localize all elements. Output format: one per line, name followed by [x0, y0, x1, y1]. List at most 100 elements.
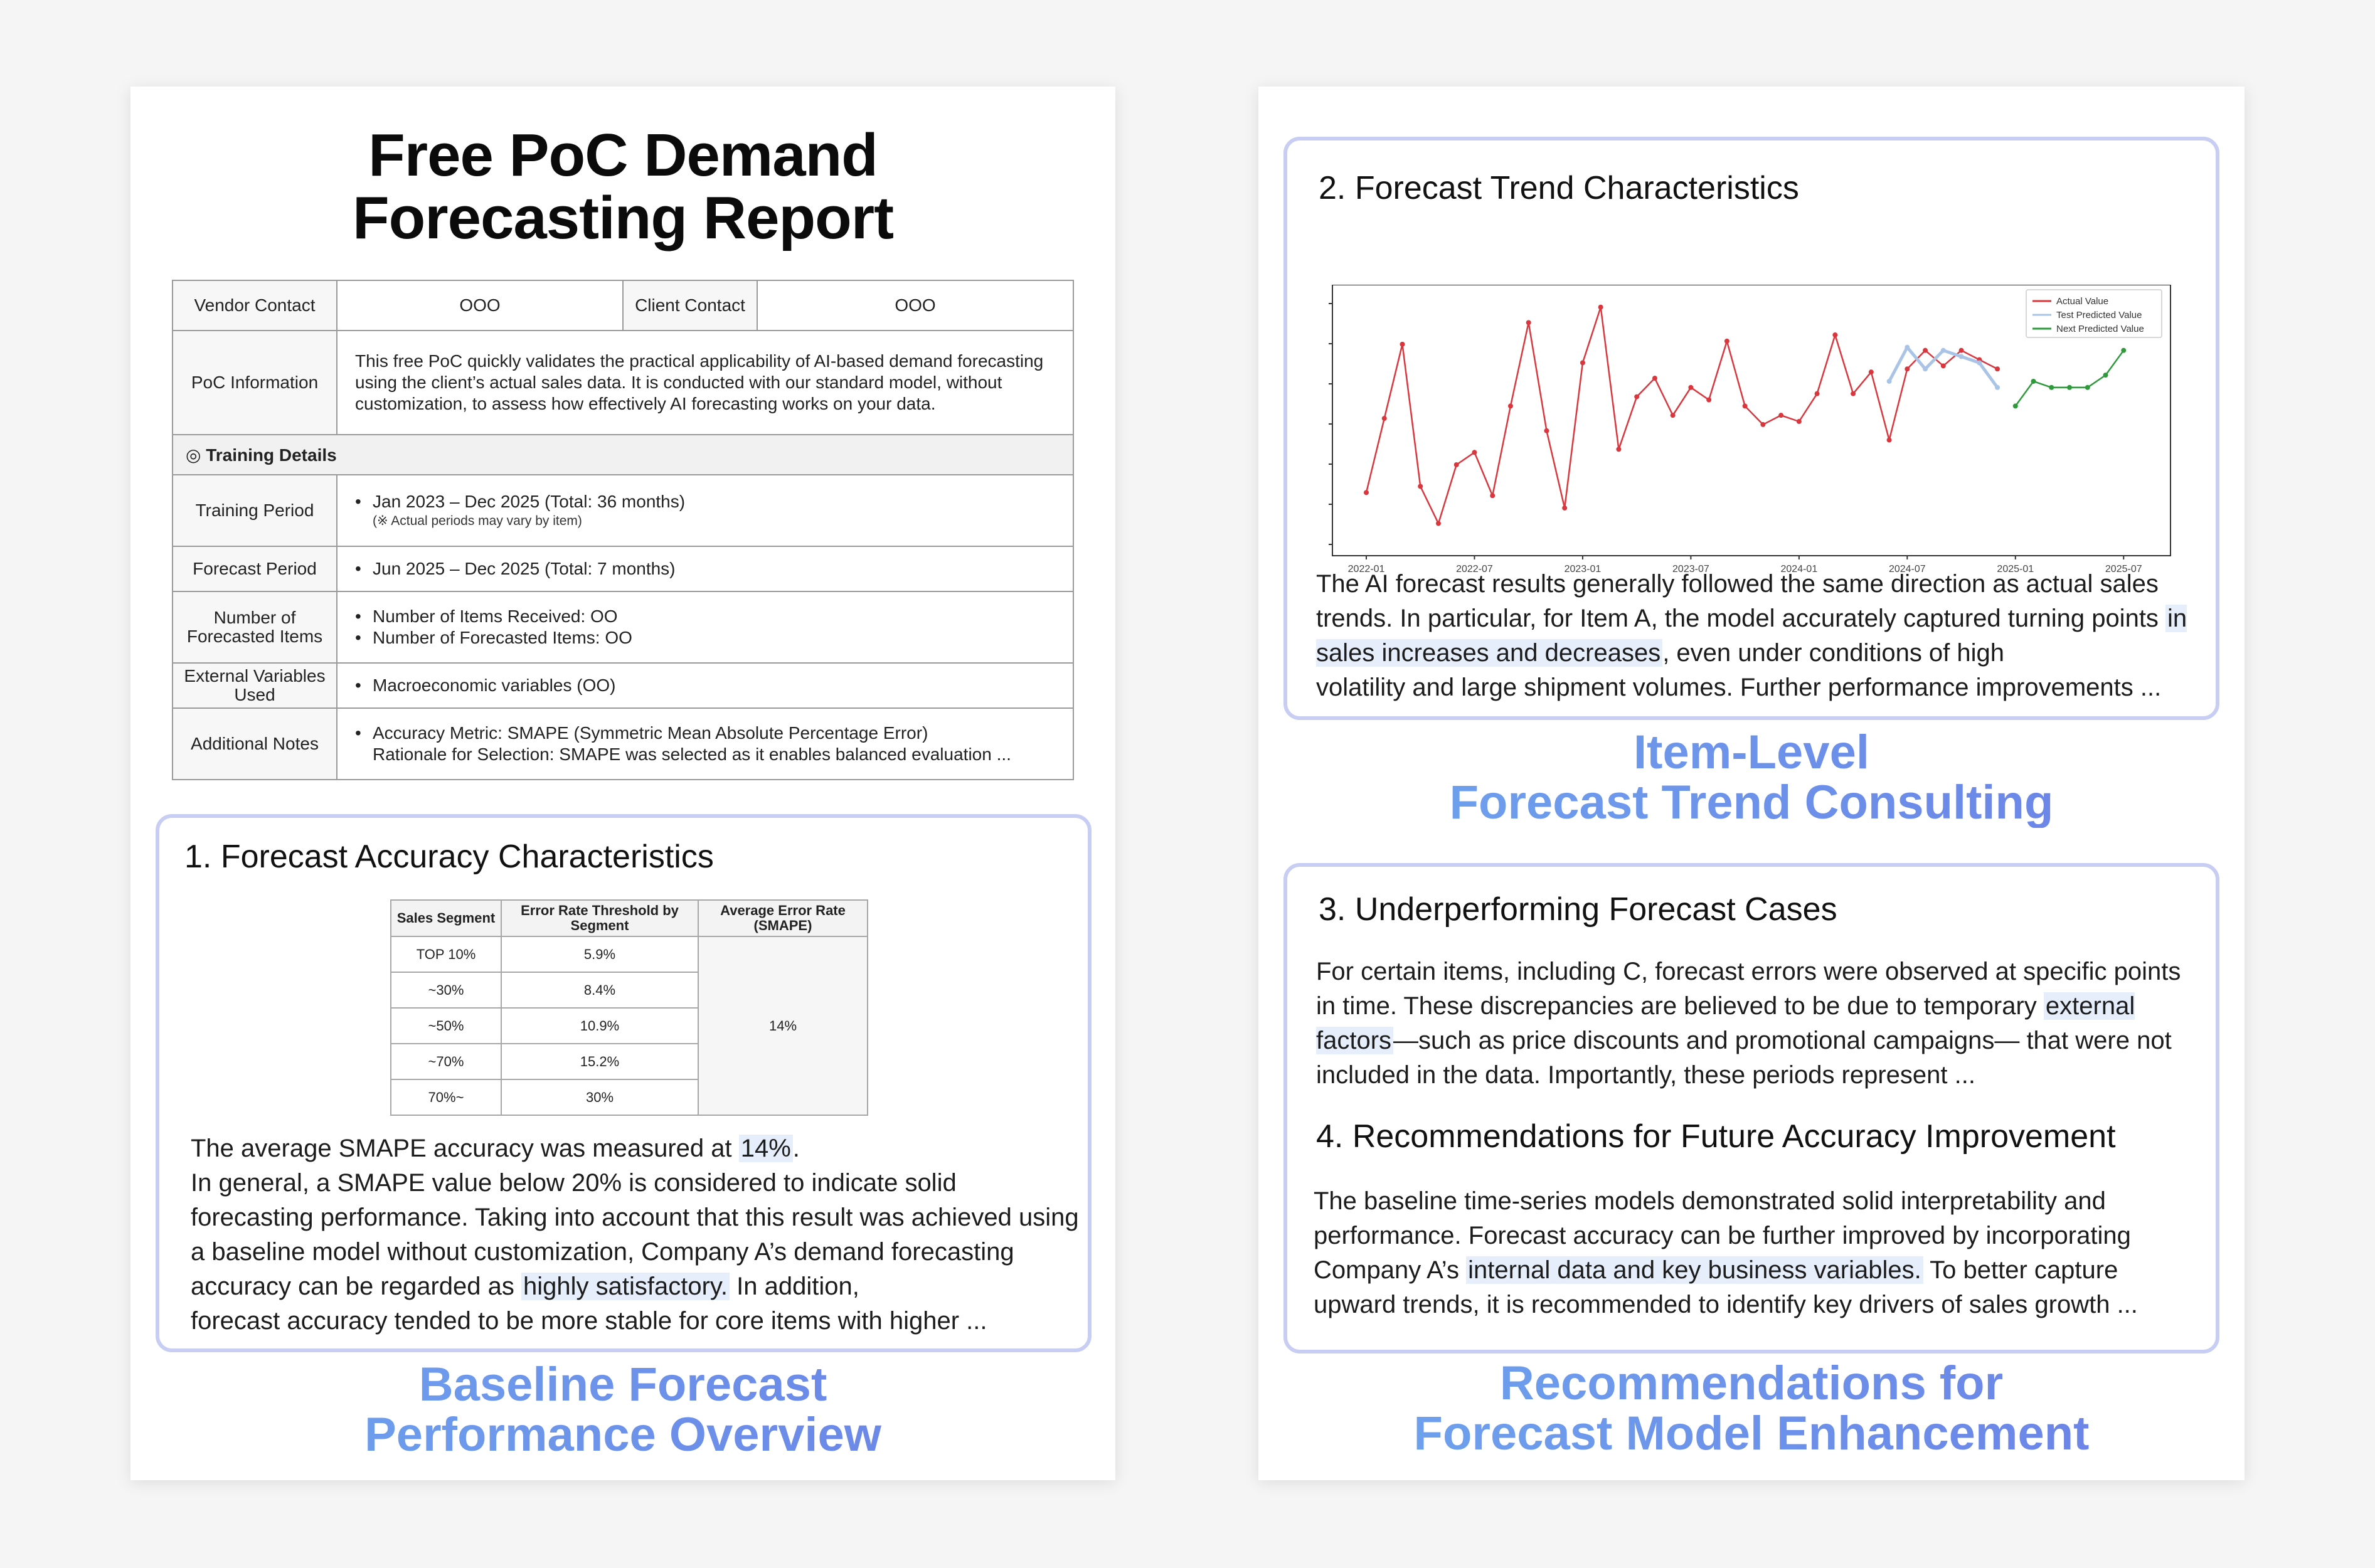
- section1-p2-highlight: highly satisfactory.: [521, 1273, 730, 1300]
- legend-box: [2026, 289, 2162, 338]
- items-label: Number of Forecasted Items: [172, 591, 337, 664]
- table-row: ~30% 8.4%: [390, 972, 868, 1009]
- data-point: [1886, 437, 1892, 443]
- data-point: [1760, 421, 1766, 427]
- data-point: [1381, 416, 1387, 421]
- data-point: [1616, 447, 1622, 452]
- data-point: [1453, 462, 1459, 467]
- data-point: [2085, 384, 2090, 390]
- x-tick-label: 2023-07: [1672, 564, 1709, 575]
- data-point: [1796, 419, 1802, 424]
- data-point: [1544, 428, 1549, 433]
- vendor-contact-value: OOO: [336, 280, 624, 331]
- data-point: [2049, 384, 2054, 390]
- data-point: [1868, 369, 1874, 375]
- client-contact-label: Client Contact: [622, 280, 758, 331]
- threshold-header: Error Rate Threshold by Segment: [501, 899, 699, 937]
- data-point: [1923, 366, 1928, 372]
- notes-line-2: Rationale for Selection: SMAPE was selec…: [373, 744, 1063, 765]
- data-point: [1940, 347, 1946, 353]
- section1-card: 1. Forecast Accuracy Characteristics Sal…: [156, 814, 1092, 1352]
- right-subtitle-1: Item-Level Forecast Trend Consulting: [1258, 728, 2245, 828]
- section2-text-b: , even under conditions of high: [1662, 639, 2005, 667]
- data-point: [1814, 391, 1820, 396]
- data-point: [1977, 360, 1982, 366]
- section3-title: 3. Underperforming Forecast Cases: [1319, 891, 1837, 928]
- data-point: [1400, 341, 1405, 347]
- section2-card: 2. Forecast Trend Characteristics 2022-0…: [1283, 137, 2219, 720]
- average-cell: 14%: [698, 936, 868, 1116]
- threshold-cell: 5.9%: [501, 936, 699, 973]
- forecast-period-cell: Jun 2025 – Dec 2025 (Total: 7 months): [336, 546, 1074, 592]
- additional-notes-label: Additional Notes: [172, 707, 337, 780]
- section4-title: 4. Recommendations for Future Accuracy I…: [1316, 1118, 2116, 1155]
- segment-error-table: Sales Segment Error Rate Threshold by Se…: [390, 899, 868, 1116]
- legend-label: Actual Value: [2056, 296, 2108, 307]
- data-point: [1923, 347, 1928, 353]
- section1-p1-highlight: 14%: [738, 1135, 793, 1162]
- data-point: [1580, 360, 1585, 366]
- threshold-cell: 30%: [501, 1079, 699, 1116]
- data-point: [2103, 373, 2108, 378]
- section1-p2-end: In addition,: [730, 1273, 859, 1300]
- data-point: [1435, 521, 1441, 526]
- data-point: [1472, 450, 1477, 455]
- section4-text-a: The baseline time-series models demonstr…: [1314, 1187, 2131, 1284]
- data-point: [1851, 391, 1856, 396]
- right-subtitle-2-line2: Forecast Model Enhancement: [1258, 1409, 2245, 1459]
- training-period-note: (※ Actual periods may vary by item): [373, 514, 582, 528]
- training-period-cell: Jan 2023 – Dec 2025 (Total: 36 months) (…: [336, 474, 1074, 547]
- right-subtitle-1-line2: Forecast Trend Consulting: [1258, 778, 2245, 828]
- notes-line-1: Accuracy Metric: SMAPE (Symmetric Mean A…: [355, 723, 1064, 744]
- data-point: [2012, 403, 2018, 409]
- section3-text: For certain items, including C, forecast…: [1316, 955, 2207, 1093]
- section2-text-a: The AI forecast results generally follow…: [1316, 570, 2166, 632]
- data-point: [1526, 320, 1531, 326]
- poc-info-table: Vendor Contact OOO Client Contact OOO Po…: [172, 280, 1074, 780]
- segment-cell: ~50%: [390, 1007, 502, 1044]
- left-subtitle-line2: Performance Overview: [130, 1410, 1115, 1460]
- right-subtitle-2-line1: Recommendations for: [1258, 1359, 2245, 1409]
- table-row: TOP 10% 5.9% 14%: [390, 936, 868, 1116]
- x-tick-label: 2023-01: [1565, 564, 1602, 575]
- x-tick-label: 2022-07: [1456, 564, 1493, 575]
- x-tick-label: 2025-01: [1997, 564, 2034, 575]
- data-point: [2031, 378, 2036, 384]
- poc-info-text: This free PoC quickly validates the prac…: [336, 330, 1074, 435]
- section1-text: The average SMAPE accuracy was measured …: [191, 1131, 1081, 1338]
- data-point: [1742, 403, 1748, 409]
- section3-last-line: Importantly, these periods represent ...: [1548, 1061, 1975, 1089]
- data-point: [1832, 332, 1838, 338]
- table-row: ~50% 10.9%: [390, 1007, 868, 1044]
- external-variables-value: Macroeconomic variables (OO): [355, 675, 1064, 696]
- data-point: [1364, 490, 1369, 495]
- data-point: [1905, 366, 1910, 372]
- chart-x-ticks: 2022-01 2022-07 2023-01 2023-07 2024-01 2024-…: [1348, 556, 2142, 575]
- section2-text: The AI forecast results generally follow…: [1316, 567, 2207, 705]
- training-details-header: ◎ Training Details: [172, 434, 1074, 475]
- section1-paragraph2: In general, a SMAPE value below 20% is c…: [191, 1166, 1081, 1304]
- threshold-cell: 8.4%: [501, 972, 699, 1009]
- segment-cell: 70%~: [390, 1079, 502, 1116]
- data-point: [1562, 505, 1568, 511]
- client-contact-value: OOO: [757, 280, 1074, 331]
- section3-text-a: For certain items, including C, forecast…: [1316, 958, 2181, 1020]
- data-point: [1652, 376, 1657, 381]
- items-cell: Number of Items Received: OO Number of F…: [336, 591, 1074, 664]
- data-point: [1507, 403, 1513, 409]
- segment-cell: ~70%: [390, 1043, 502, 1080]
- section4-text: The baseline time-series models demonstr…: [1314, 1184, 2204, 1322]
- data-point: [1958, 354, 1964, 359]
- report-title-line2: Forecasting Report: [352, 184, 894, 252]
- table-row: ~70% 15.2%: [390, 1043, 868, 1080]
- items-received: Number of Items Received: OO: [355, 606, 1064, 627]
- series-line-0: [1365, 306, 1998, 524]
- data-point: [1688, 384, 1694, 390]
- section1-title: 1. Forecast Accuracy Characteristics: [184, 839, 714, 875]
- forecast-period-label: Forecast Period: [172, 546, 337, 592]
- data-point: [1634, 394, 1640, 400]
- vendor-contact-label: Vendor Contact: [172, 280, 337, 331]
- legend-label: Test Predicted Value: [2056, 310, 2142, 320]
- data-point: [1778, 413, 1784, 418]
- section4-highlight: internal data and key business variables…: [1466, 1256, 1923, 1284]
